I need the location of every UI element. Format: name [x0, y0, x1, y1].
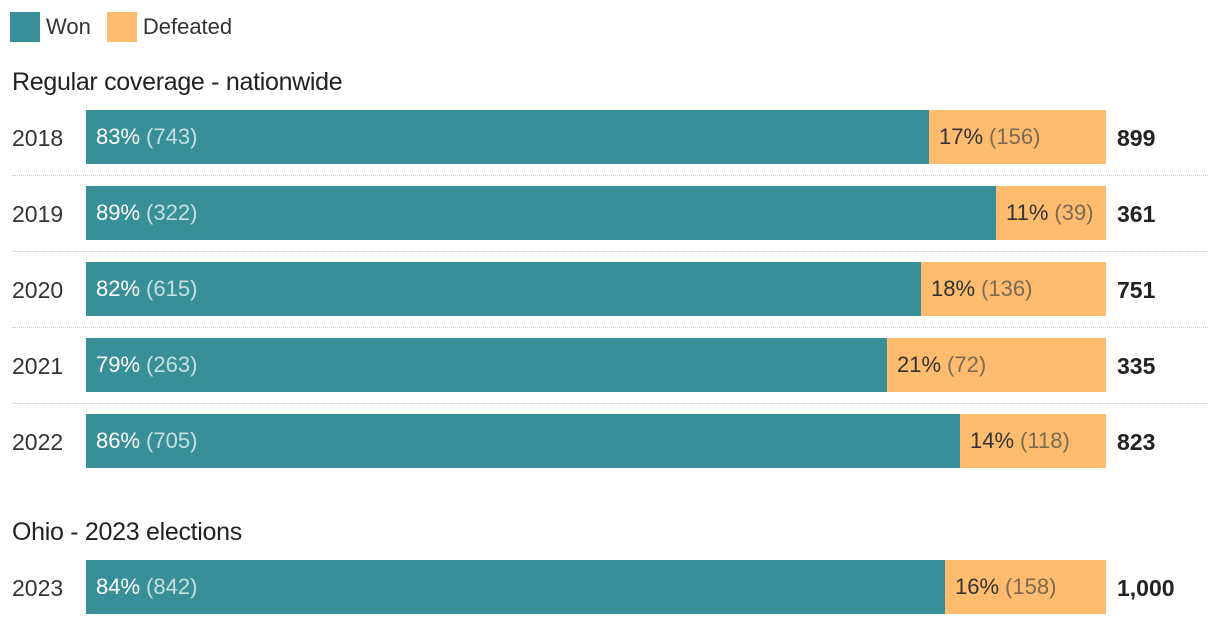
data-label-defeated-percent: 16% — [955, 574, 1000, 599]
legend-label-won: Won — [46, 14, 91, 39]
category-label: 2020 — [12, 277, 64, 303]
category-label: 2018 — [12, 125, 64, 151]
data-label-defeated-count: (39) — [1054, 200, 1094, 225]
stacked-bar: 86% (705) 14% (118) — [86, 414, 1106, 468]
data-label-defeated-count: (118) — [1020, 428, 1070, 453]
data-label-won-count: (615) — [146, 276, 198, 301]
bar-segment-won: 84% (842) — [86, 560, 945, 614]
data-label-defeated-percent: 17% — [939, 124, 984, 149]
category-label: 2019 — [12, 201, 64, 227]
bar-segment-defeated: 14% (118) — [960, 414, 1106, 468]
data-label-won-count: (705) — [146, 428, 198, 453]
bar-row: 2023 84% (842) 16% (158) 1,000 — [0, 560, 1220, 614]
bar-segment-defeated: 16% (158) — [945, 560, 1106, 614]
row-divider — [12, 403, 1208, 404]
data-label-won-count: (743) — [146, 124, 198, 149]
section-title: Ohio - 2023 elections — [12, 518, 242, 546]
bar-row: 2021 79% (263) 21% (72) 335 — [0, 338, 1220, 392]
bar-segment-defeated: 21% (72) — [887, 338, 1106, 392]
bar-row: 2019 89% (322) 11% (39) 361 — [0, 186, 1220, 240]
data-label-defeated-count: (158) — [1005, 574, 1057, 599]
row-total: 823 — [1117, 429, 1156, 455]
bar-row: 2022 86% (705) 14% (118) 823 — [0, 414, 1220, 468]
bar-row: 2020 82% (615) 18% (136) 751 — [0, 262, 1220, 316]
legend-item-defeated: Defeated — [106, 12, 233, 42]
data-label-defeated-percent: 18% — [931, 276, 976, 301]
row-total: 1,000 — [1117, 575, 1175, 601]
legend-swatch-defeated — [106, 12, 137, 42]
legend-swatch-won — [10, 12, 40, 42]
bar-segment-defeated: 17% (156) — [929, 110, 1106, 164]
category-label: 2023 — [12, 575, 64, 601]
data-label-defeated-count: (136) — [981, 276, 1033, 301]
data-label-won-percent: 84% — [96, 574, 141, 599]
row-divider — [12, 175, 1208, 176]
stacked-bar: 79% (263) 21% (72) — [86, 338, 1106, 392]
bar-segment-won: 82% (615) — [86, 262, 921, 316]
data-label-won-count: (842) — [146, 574, 198, 599]
bar-segment-won: 86% (705) — [86, 414, 960, 468]
data-label-won-percent: 86% — [96, 428, 141, 453]
section-title: Regular coverage - nationwide — [12, 68, 343, 96]
bar-segment-won: 89% (322) — [86, 186, 996, 240]
stacked-bar: 82% (615) 18% (136) — [86, 262, 1106, 316]
data-label-won-percent: 79% — [96, 352, 141, 377]
data-label-defeated-count: (72) — [947, 352, 987, 377]
stacked-bar: 84% (842) 16% (158) — [86, 560, 1106, 614]
bar-segment-defeated: 18% (136) — [921, 262, 1106, 316]
bar-segment-won: 83% (743) — [86, 110, 929, 164]
data-label-defeated-percent: 14% — [970, 428, 1015, 453]
row-total: 335 — [1117, 353, 1156, 379]
bar-row: 2018 83% (743) 17% (156) 899 — [0, 110, 1220, 164]
legend: Won Defeated — [10, 12, 238, 42]
data-label-won-percent: 82% — [96, 276, 141, 301]
data-label-defeated-count: (156) — [989, 124, 1041, 149]
data-label-won-count: (322) — [146, 200, 198, 225]
stacked-bar: 83% (743) 17% (156) — [86, 110, 1106, 164]
bar-segment-defeated: 11% (39) — [996, 186, 1106, 240]
legend-item-won: Won — [10, 12, 91, 42]
row-total: 899 — [1117, 125, 1156, 151]
data-label-defeated-percent: 11% — [1006, 200, 1049, 225]
data-label-defeated-percent: 21% — [897, 352, 942, 377]
bar-segment-won: 79% (263) — [86, 338, 887, 392]
legend-label-defeated: Defeated — [142, 14, 233, 39]
data-label-won-percent: 83% — [96, 124, 141, 149]
row-divider — [12, 251, 1208, 252]
category-label: 2022 — [12, 429, 64, 455]
category-label: 2021 — [12, 353, 64, 379]
stacked-bar: 89% (322) 11% (39) — [86, 186, 1106, 240]
row-total: 751 — [1117, 277, 1156, 303]
row-divider — [12, 327, 1208, 328]
row-total: 361 — [1117, 201, 1156, 227]
data-label-won-percent: 89% — [96, 200, 141, 225]
data-label-won-count: (263) — [146, 352, 198, 377]
